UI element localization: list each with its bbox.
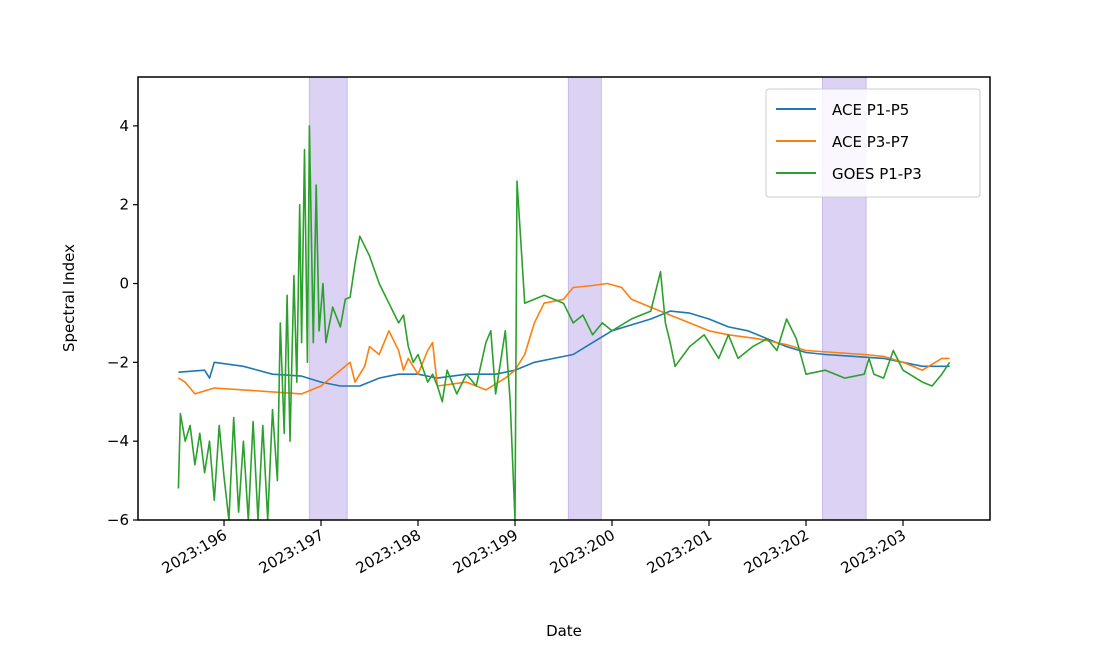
axes-frame bbox=[137, 76, 991, 521]
legend-label: ACE P1-P5 bbox=[832, 101, 909, 119]
x-axis-label: Date bbox=[546, 622, 582, 640]
y-tick-label: −2 bbox=[107, 353, 129, 371]
x-tick-label: 2023:198 bbox=[353, 526, 424, 578]
x-tick-label: 2023:201 bbox=[644, 526, 715, 578]
x-tick-label: 2023:203 bbox=[838, 526, 909, 578]
y-tick-label: 2 bbox=[119, 196, 129, 214]
data-line bbox=[178, 310, 950, 387]
shaded-region bbox=[308, 77, 348, 520]
plot-area bbox=[177, 77, 951, 520]
x-tick-label: 2023:199 bbox=[450, 526, 521, 578]
x-tick-label: 2023:200 bbox=[547, 526, 618, 578]
y-tick-label: 4 bbox=[119, 117, 129, 135]
y-tick-label: 0 bbox=[119, 275, 129, 293]
x-tick-label: 2023:197 bbox=[256, 526, 327, 578]
shaded-region bbox=[567, 77, 602, 520]
y-axis-label: Spectral Index bbox=[60, 244, 78, 352]
data-line bbox=[177, 125, 951, 520]
x-tick-label: 2023:202 bbox=[741, 526, 812, 578]
y-tick-label: −6 bbox=[107, 511, 129, 529]
data-line bbox=[177, 282, 950, 395]
y-tick-label: −4 bbox=[107, 432, 129, 450]
legend-label: ACE P3-P7 bbox=[832, 133, 909, 151]
legend-box bbox=[765, 88, 981, 198]
x-tick-label: 2023:196 bbox=[159, 526, 230, 578]
legend-label: GOES P1-P3 bbox=[832, 165, 922, 183]
